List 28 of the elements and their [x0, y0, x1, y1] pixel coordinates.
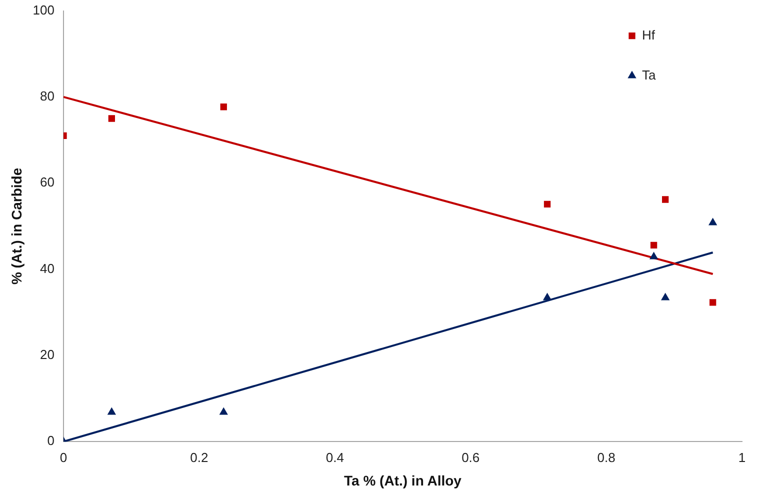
point — [108, 115, 115, 122]
y-tick-label: 0 — [47, 433, 54, 448]
point — [708, 218, 717, 226]
x-tick-label: 0.2 — [190, 450, 208, 465]
point — [662, 196, 669, 203]
point — [661, 293, 670, 300]
point — [220, 104, 227, 110]
y-tick-label: 80 — [40, 88, 54, 104]
point — [220, 408, 228, 415]
point — [709, 299, 716, 306]
x-tick-label: 1 — [738, 450, 746, 465]
point — [108, 408, 116, 415]
point — [650, 252, 658, 260]
x-tick-label: 0.4 — [326, 450, 344, 465]
y-axis-title: % (At.) in Carbide — [8, 168, 24, 285]
legend-label: Hf — [642, 27, 656, 42]
x-tick-label: 0 — [60, 450, 68, 465]
x-tick-label: 0.8 — [597, 450, 616, 465]
y-tick-label: 100 — [32, 2, 54, 18]
y-tick-label: 40 — [40, 260, 54, 276]
legend-label: Ta — [642, 67, 656, 82]
point — [543, 293, 552, 300]
y-tick-label: 60 — [40, 174, 54, 190]
point — [544, 200, 551, 208]
point — [650, 242, 658, 248]
x-tick-label: 0.6 — [462, 450, 480, 465]
y-tick-label: 20 — [40, 347, 54, 362]
x-axis-title: Ta % (At.) in Alloy — [344, 472, 462, 488]
